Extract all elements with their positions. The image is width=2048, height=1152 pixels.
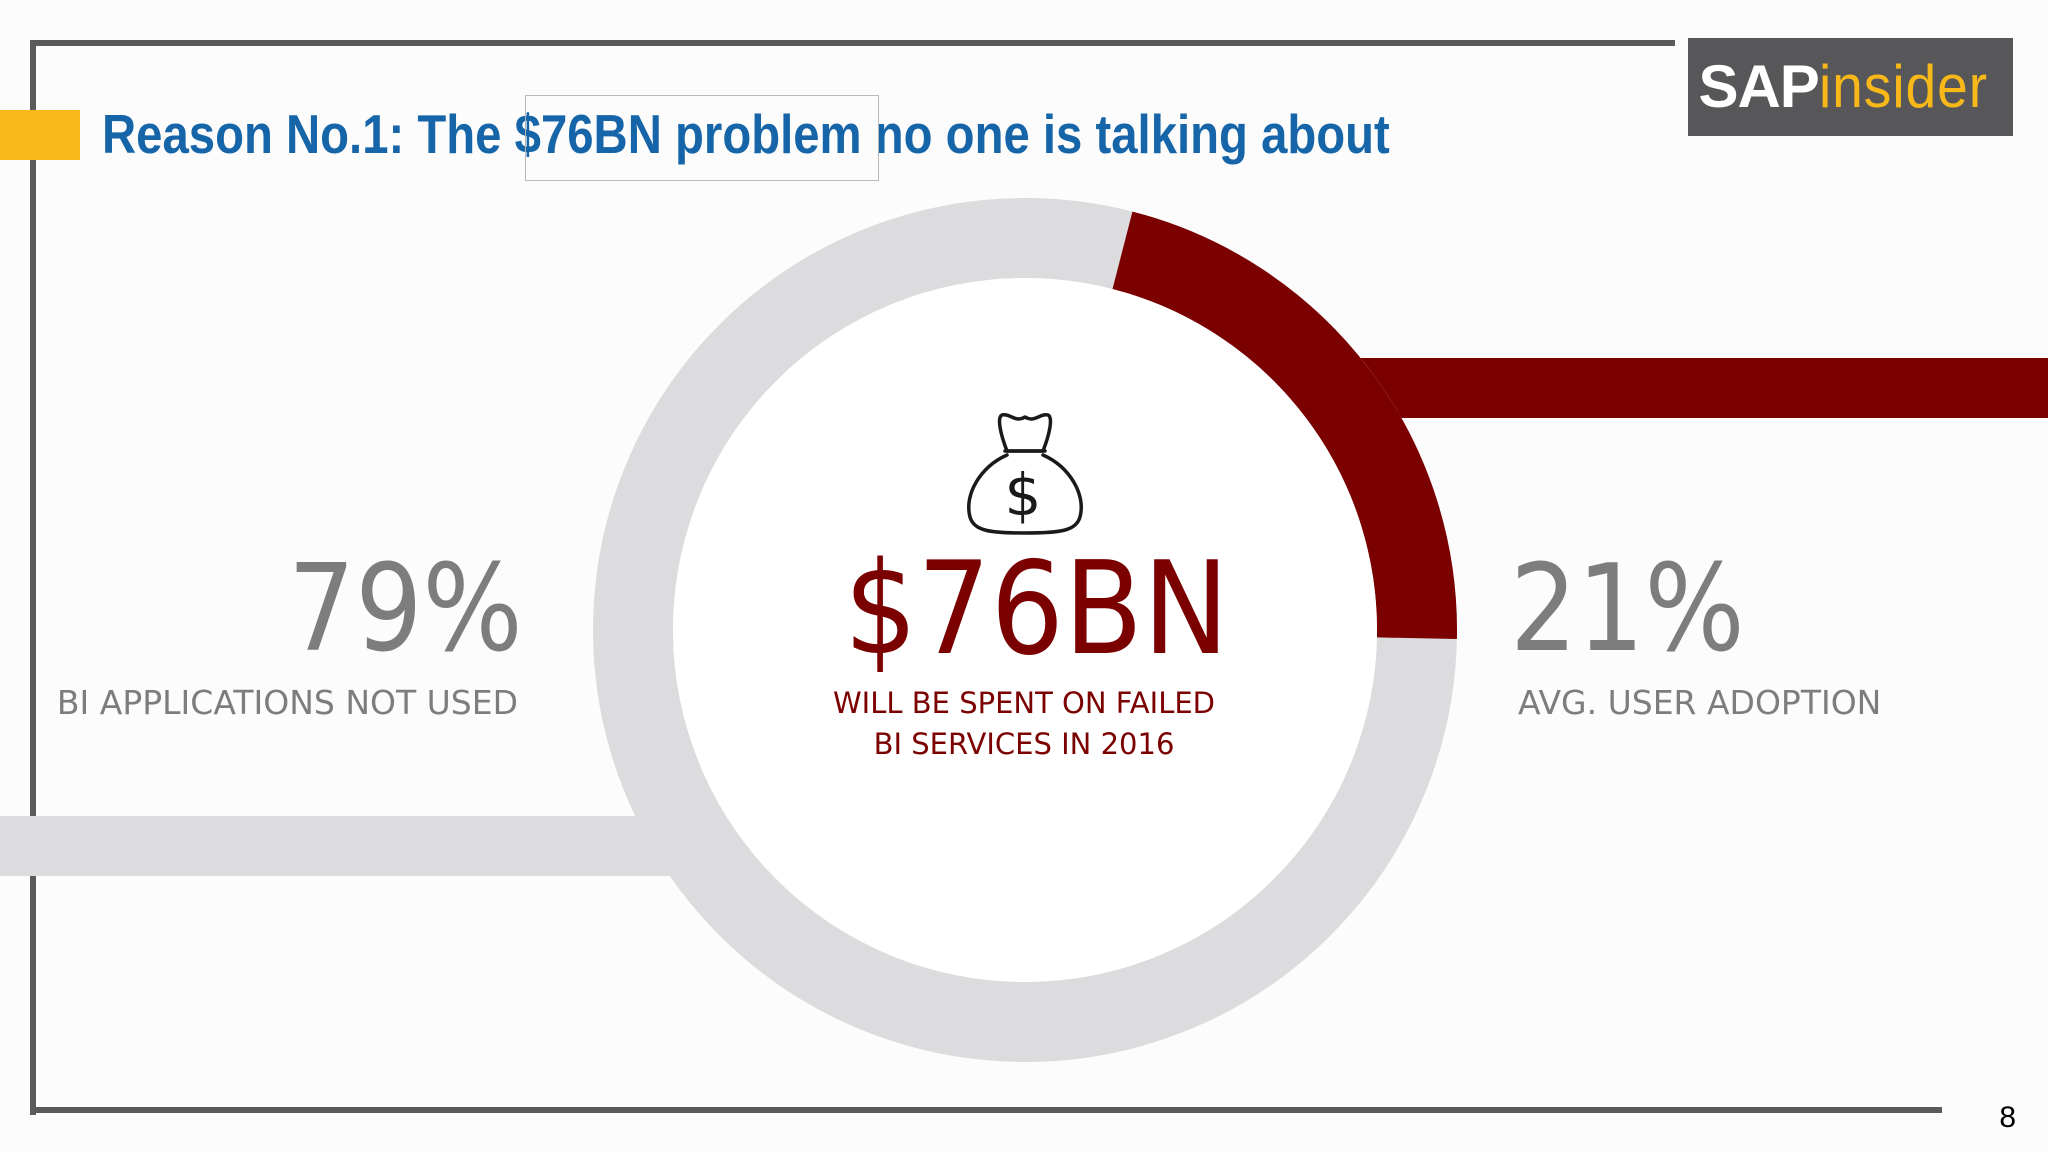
- title-accent-bar: [0, 110, 80, 160]
- sapinsider-logo: SAP insider: [1688, 38, 2013, 136]
- logo-text-insider: insider: [1818, 53, 1988, 120]
- connector-bar-left: [0, 816, 700, 876]
- donut-hole: [673, 278, 1377, 982]
- logo-text-sap: SAP: [1698, 53, 1819, 120]
- money-bag-icon: $: [967, 413, 1083, 535]
- stat-label-not-used: BI APPLICATIONS NOT USED: [56, 683, 518, 722]
- title-prefix: Reason No.1: The: [102, 103, 515, 165]
- title-suffix: no one is talking about: [861, 103, 1390, 165]
- connector-bar-right: [1340, 358, 2048, 418]
- stat-value-adoption: 21%: [1510, 540, 1745, 679]
- svg-text:$: $: [1005, 461, 1042, 529]
- center-value: $76BN: [844, 535, 1230, 684]
- frame-left-line: [30, 40, 36, 1115]
- donut-slices: [593, 198, 1457, 1062]
- slide-title: Reason No.1: The $76BN problem no one is…: [102, 98, 1390, 170]
- center-label-line2: BI SERVICES IN 2016: [873, 727, 1175, 761]
- center-label-line1: WILL BE SPENT ON FAILED: [833, 686, 1215, 720]
- text-selection-box[interactable]: [525, 95, 879, 181]
- title-highlight: $76BN problem: [514, 103, 862, 165]
- frame-top-line: [30, 40, 1675, 46]
- page-number: 8: [1999, 1101, 2016, 1134]
- frame-bottom-line: [30, 1107, 1942, 1113]
- stat-label-adoption: AVG. USER ADOPTION: [1518, 683, 1882, 722]
- donut-slice-adoption: [1112, 211, 1457, 640]
- stat-value-not-used: 79%: [288, 540, 523, 679]
